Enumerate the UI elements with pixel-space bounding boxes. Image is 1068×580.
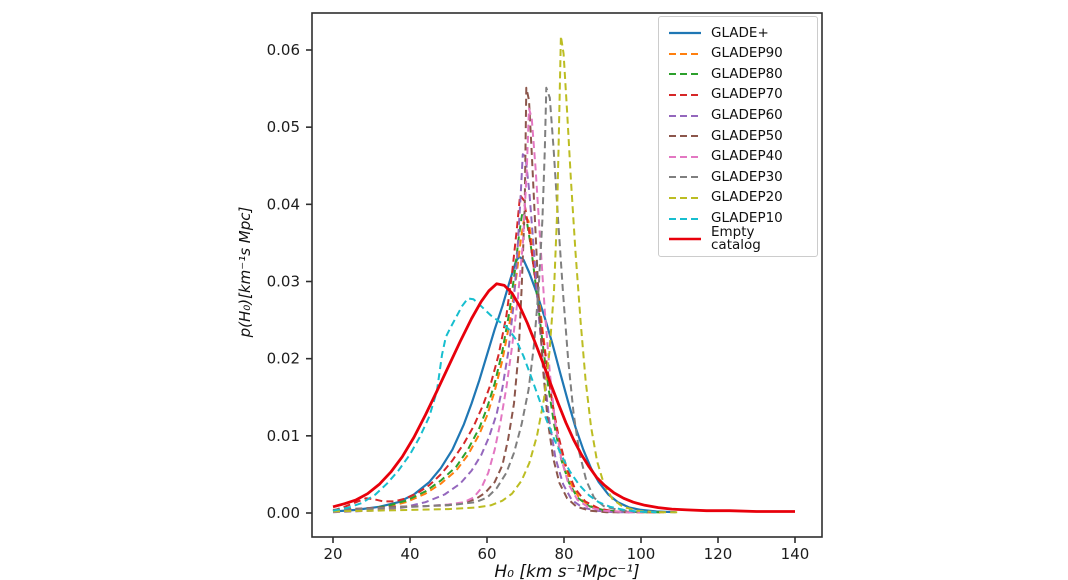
- y-tick-label: 0.03: [267, 272, 300, 290]
- legend-label: GLADE+: [711, 24, 769, 41]
- y-tick-label: 0.04: [267, 195, 300, 213]
- legend-line-sample: [669, 52, 701, 55]
- legend-label: GLADEP60: [711, 106, 783, 123]
- legend-label: GLADEP70: [711, 86, 783, 103]
- legend-line-sample: [669, 197, 701, 200]
- legend-line-sample: [669, 135, 701, 138]
- curve-gladep60: [332, 153, 638, 514]
- y-tick-label: 0.00: [267, 504, 300, 522]
- legend-line-sample: [669, 114, 701, 117]
- legend-entry: GLADEP80: [668, 64, 808, 85]
- x-tick-label: 100: [627, 545, 656, 563]
- legend-line-sample: [669, 237, 701, 241]
- legend: GLADE+ GLADEP90 GLADEP80 GLADEP70 GLADEP60 GL…: [658, 16, 818, 257]
- curve-gladep20: [332, 35, 680, 514]
- curve-empty-catalog: [332, 282, 795, 513]
- curve-gladep10: [332, 297, 657, 514]
- legend-label: GLADEP40: [711, 148, 783, 165]
- x-axis-label: H₀ [km s⁻¹Mpc⁻¹]: [494, 562, 640, 580]
- y-tick-label: 0.05: [267, 118, 300, 136]
- y-tick-label: 0.06: [267, 41, 300, 59]
- y-axis-label: p(H₀)[km⁻¹s Mpc]: [236, 206, 254, 338]
- legend-label: Empty catalog: [711, 223, 761, 254]
- legend-entry: GLADEP20: [668, 188, 808, 209]
- legend-label: GLADEP30: [711, 168, 783, 185]
- axes-frame: [311, 12, 823, 538]
- legend-entry: GLADEP50: [668, 126, 808, 147]
- legend-entry: GLADEP60: [668, 105, 808, 126]
- legend-line-sample: [669, 176, 701, 179]
- legend-label: GLADEP50: [711, 127, 783, 144]
- curve-gladep30: [332, 86, 657, 514]
- legend-line-sample: [669, 32, 701, 35]
- legend-label: GLADEP80: [711, 65, 783, 82]
- legend-entry: GLADEP70: [668, 85, 808, 106]
- legend-label: GLADEP10: [711, 209, 783, 226]
- y-tick-label: 0.01: [267, 427, 300, 445]
- curve-gladep40: [332, 107, 649, 514]
- x-tick-label: 140: [781, 545, 810, 563]
- legend-line-sample: [669, 155, 701, 158]
- legend-entry: GLADEP10: [668, 208, 808, 229]
- x-tick-label: 20: [323, 545, 342, 563]
- legend-line-sample: [669, 217, 701, 220]
- x-tick-label: 80: [554, 545, 573, 563]
- curve-gladep80: [332, 211, 661, 514]
- legend-line-sample: [669, 94, 701, 97]
- curve-gladep70: [332, 194, 661, 514]
- x-tick-label: 40: [400, 545, 419, 563]
- x-tick-label: 120: [704, 545, 733, 563]
- x-tick-label: 60: [477, 545, 496, 563]
- legend-entry: GLADEP90: [668, 44, 808, 65]
- legend-label: GLADEP90: [711, 45, 783, 62]
- legend-entry: GLADE+: [668, 23, 808, 44]
- legend-entry: GLADEP40: [668, 147, 808, 168]
- y-tick-label: 0.02: [267, 350, 300, 368]
- legend-label: GLADEP20: [711, 189, 783, 206]
- curve-glade-: [332, 255, 676, 514]
- legend-line-sample: [669, 73, 701, 76]
- legend-entry: GLADEP30: [668, 167, 808, 188]
- legend-entry: Empty catalog: [668, 223, 808, 254]
